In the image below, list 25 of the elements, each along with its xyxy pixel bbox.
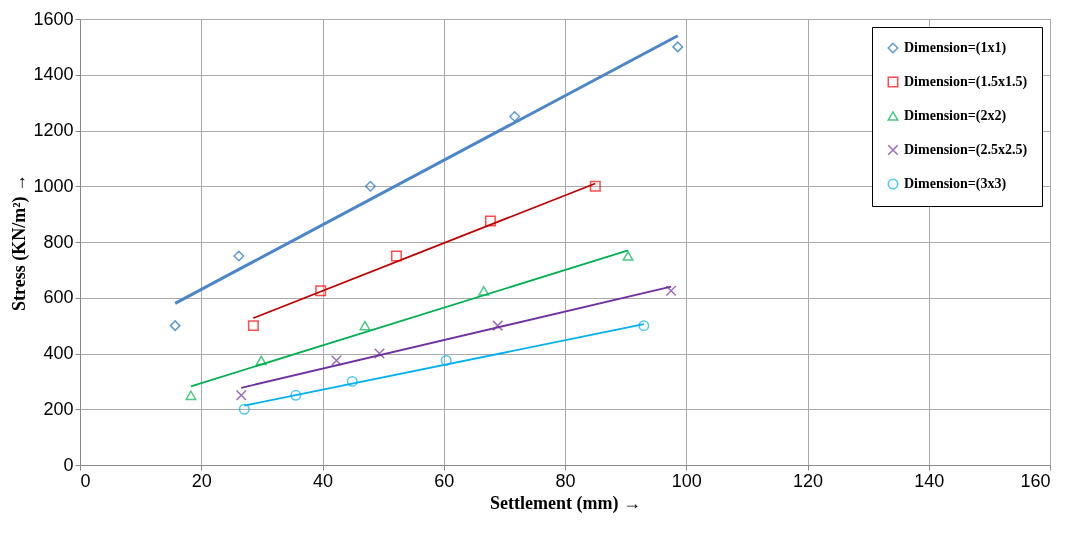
x-tick-label: 60: [434, 470, 455, 491]
x-tick-label: 0: [80, 470, 91, 491]
y-tick-label: 1200: [33, 120, 74, 140]
x-tick-label: 80: [555, 470, 576, 491]
y-tick-label: 600: [43, 287, 74, 308]
legend-label: Dimension=(3x3): [904, 176, 1007, 192]
legend-label: Dimension=(1.5x1.5): [904, 74, 1028, 90]
y-tick-label: 1400: [33, 64, 74, 85]
y-tick-label: 0: [63, 454, 74, 475]
y-axis-title: Stress (KN/m²) →: [9, 173, 31, 312]
legend-label: Dimension=(2x2): [904, 108, 1007, 124]
y-tick-label: 1000: [33, 175, 74, 196]
legend-label: Dimension=(1x1): [904, 40, 1007, 56]
x-tick-label: 160: [1020, 470, 1051, 491]
y-tick-label: 200: [43, 398, 74, 419]
x-tick-label: 40: [312, 470, 334, 491]
x-axis-title: Settlement (mm) →: [490, 492, 641, 514]
x-tick-label: 20: [191, 470, 212, 491]
x-tick-label: 120: [792, 470, 824, 491]
y-tick-label: 400: [43, 343, 74, 363]
x-tick-label: 100: [671, 470, 702, 491]
legend-label: Dimension=(2.5x2.5): [904, 142, 1028, 158]
y-tick-label: 1600: [33, 8, 74, 29]
x-tick-label: 140: [914, 470, 945, 491]
y-tick-label: 800: [43, 231, 74, 252]
